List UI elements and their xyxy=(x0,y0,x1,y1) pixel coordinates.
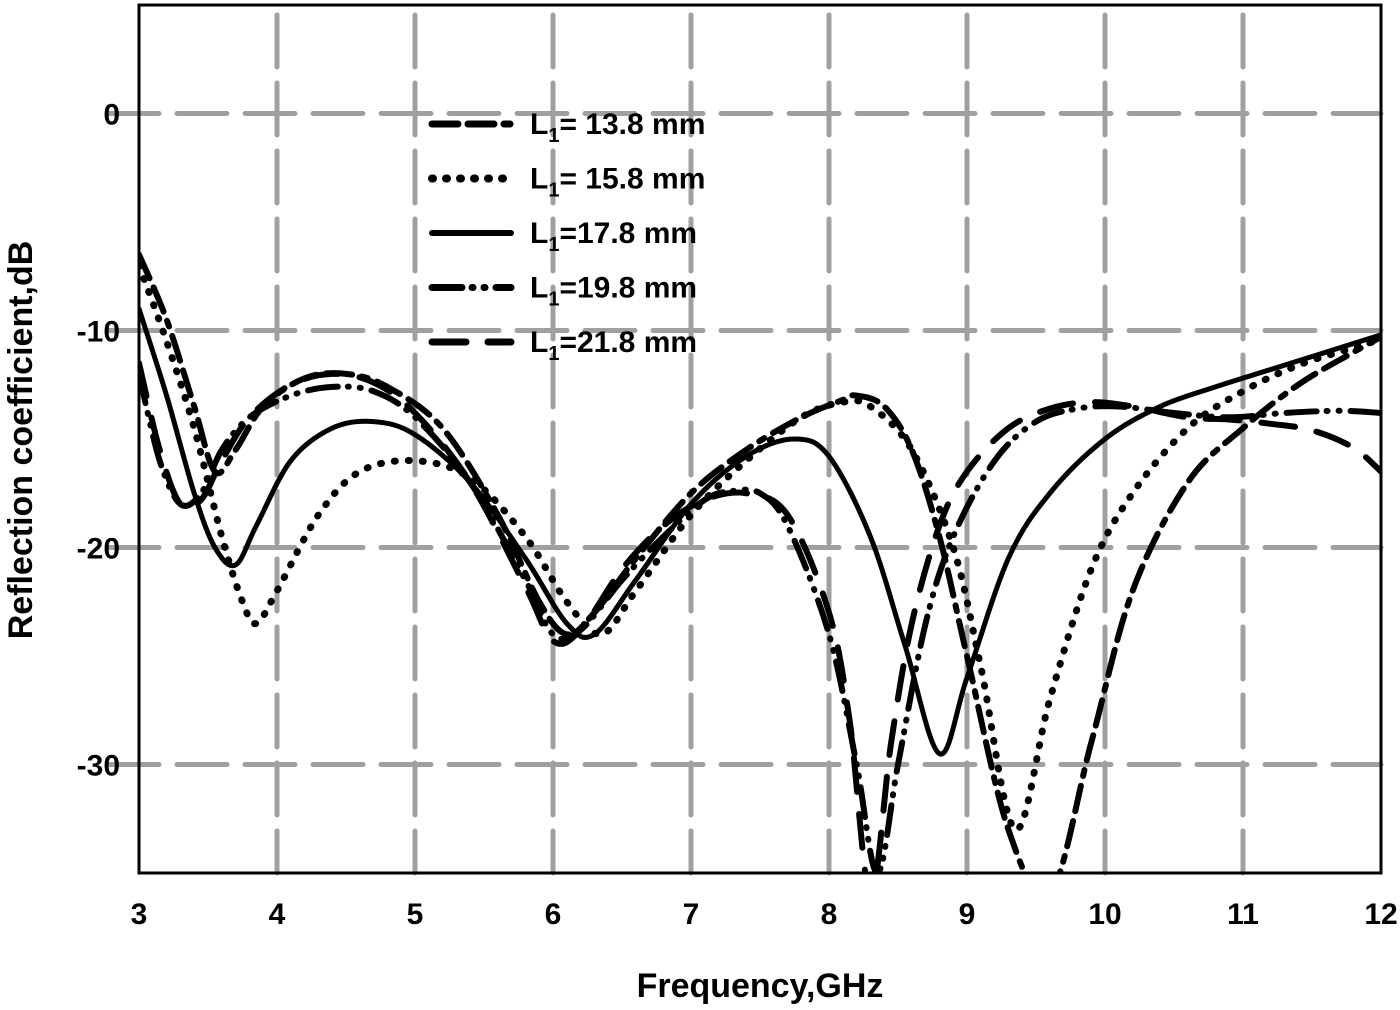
legend-label: L1= 13.8 mm xyxy=(530,108,705,147)
curve-dash-dot-dot xyxy=(139,370,1381,873)
x-tick-label: 3 xyxy=(131,898,148,931)
plot-frame xyxy=(137,3,1383,875)
y-tick-label: 0 xyxy=(103,99,120,132)
x-tick-label: 12 xyxy=(1364,898,1397,931)
legend-label: L1= 15.8 mm xyxy=(530,163,705,202)
curve-dash-dash-dot xyxy=(139,251,1381,873)
y-axis-ticks: 0 -10 -20 -30 xyxy=(77,99,120,783)
x-tick-label: 4 xyxy=(269,898,286,931)
x-tick-label: 6 xyxy=(545,898,562,931)
legend: L1= 13.8 mm L1= 15.8 mm L1=17.8 mm L1=19.8 … xyxy=(428,108,705,365)
x-tick-label: 11 xyxy=(1227,898,1259,931)
y-tick-label: -10 xyxy=(77,316,120,349)
x-tick-label: 9 xyxy=(959,898,976,931)
data-curves xyxy=(139,251,1381,873)
y-axis-title: Reflection coefficient,dB xyxy=(2,241,40,640)
x-axis-title: Frequency,GHz xyxy=(637,967,884,1005)
x-tick-label: 7 xyxy=(683,898,700,931)
legend-label: L1=21.8 mm xyxy=(530,326,697,365)
curve-dotted xyxy=(139,261,1381,834)
x-axis-ticks: 3 4 5 6 7 8 9 10 11 12 xyxy=(131,898,1398,931)
x-tick-label: 8 xyxy=(821,898,838,931)
legend-label: L1=19.8 mm xyxy=(530,272,697,311)
grid-lines xyxy=(106,12,1384,876)
y-tick-label: -30 xyxy=(77,750,120,783)
curve-solid xyxy=(139,306,1381,757)
x-tick-label: 10 xyxy=(1088,898,1121,931)
x-tick-label: 5 xyxy=(407,898,424,931)
legend-label: L1=17.8 mm xyxy=(530,217,697,256)
curve-long-dash xyxy=(139,360,1381,873)
y-tick-label: -20 xyxy=(77,533,120,566)
